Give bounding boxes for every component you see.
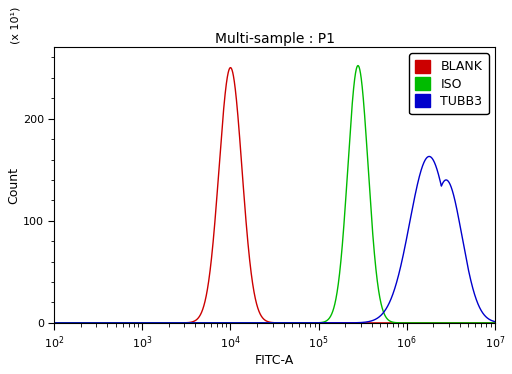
TUBB3 [73, 321, 79, 325]
BLANK [51, 321, 57, 325]
BLANK [492, 321, 498, 325]
ISO [331, 304, 337, 309]
ISO [51, 321, 57, 325]
TUBB3 [401, 247, 408, 252]
BLANK [312, 321, 318, 325]
BLANK [73, 321, 79, 325]
X-axis label: FITC-A: FITC-A [255, 354, 294, 367]
ISO [378, 301, 384, 305]
TUBB3 [492, 319, 498, 324]
TUBB3 [426, 154, 432, 159]
Line: ISO: ISO [54, 65, 495, 323]
TUBB3 [51, 321, 57, 325]
TUBB3 [210, 321, 217, 325]
TUBB3 [312, 321, 318, 325]
Line: TUBB3: TUBB3 [54, 156, 495, 323]
ISO [312, 321, 318, 325]
BLANK [401, 321, 408, 325]
Legend: BLANK, ISO, TUBB3: BLANK, ISO, TUBB3 [409, 53, 488, 114]
BLANK [210, 233, 217, 237]
Line: BLANK: BLANK [54, 68, 495, 323]
Title: Multi-sample : P1: Multi-sample : P1 [215, 32, 334, 46]
BLANK [331, 321, 337, 325]
Text: (x 10¹): (x 10¹) [10, 7, 20, 45]
ISO [210, 321, 217, 325]
ISO [492, 321, 498, 325]
TUBB3 [378, 313, 384, 318]
ISO [73, 321, 79, 325]
ISO [355, 63, 361, 68]
BLANK [378, 321, 384, 325]
ISO [401, 321, 408, 325]
Y-axis label: Count: Count [7, 166, 20, 203]
BLANK [227, 65, 233, 70]
TUBB3 [331, 321, 337, 325]
